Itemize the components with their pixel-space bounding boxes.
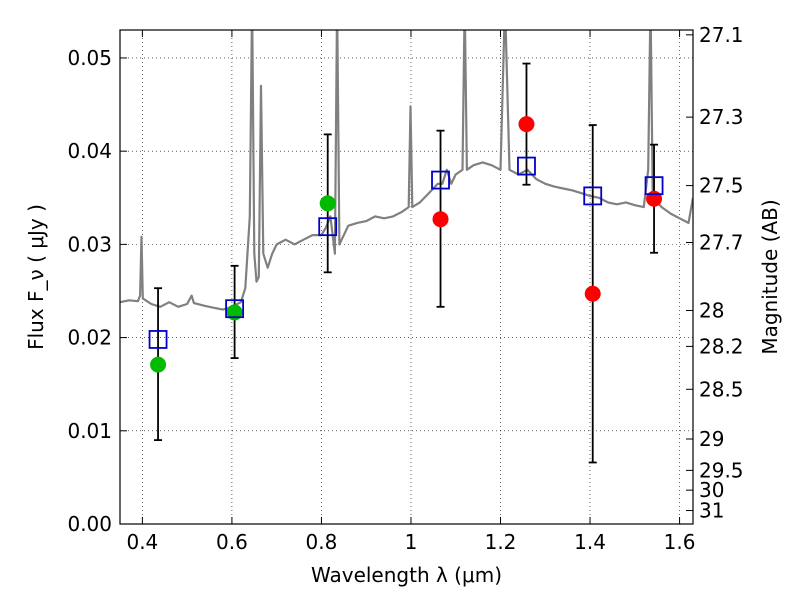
y2-tick-label: 29 <box>699 427 724 451</box>
x-axis-label: Wavelength λ (μm) <box>311 563 502 587</box>
observed-points <box>150 116 663 373</box>
x-tick-label: 0.8 <box>306 530 338 554</box>
y-axis-label: Flux F_ν ( μJy ) <box>24 204 48 350</box>
y2-tick-label: 27.5 <box>699 174 744 198</box>
grid-lines <box>120 30 693 525</box>
x-tick-label: 1.4 <box>574 530 606 554</box>
model-point <box>583 186 603 206</box>
observed-point <box>226 304 243 321</box>
model-point <box>318 217 338 237</box>
y2-tick-label: 29.5 <box>699 458 744 482</box>
y-tick-label: 0.05 <box>67 46 112 70</box>
model-point <box>148 330 168 349</box>
y-tick-label: 0.00 <box>67 512 112 536</box>
y2-tick-label: 27.3 <box>699 105 744 129</box>
y-axis-ticks: 0.00 0.01 0.02 0.03 0.04 0.05 <box>67 46 127 536</box>
y-tick-label: 0.03 <box>67 232 112 256</box>
y2-axis-label: Magnitude (AB) <box>758 199 782 354</box>
y-tick-label: 0.04 <box>67 139 112 163</box>
x-tick-label: 0.4 <box>126 530 158 554</box>
observed-point <box>150 356 167 373</box>
error-bars <box>154 62 659 464</box>
x-tick-label: 1.2 <box>485 530 517 554</box>
x-tick-label: 0.6 <box>216 530 248 554</box>
model-photometry-points <box>148 156 664 349</box>
x-tick-label: 1 <box>405 530 418 554</box>
y2-tick-label: 28.5 <box>699 377 744 401</box>
x-tick-label: 1.6 <box>664 530 696 554</box>
observed-point <box>319 195 336 212</box>
observed-point <box>432 211 449 228</box>
y2-tick-label: 27.7 <box>699 231 744 255</box>
y2-tick-label: 27.1 <box>699 23 744 47</box>
y-tick-label: 0.01 <box>67 419 112 443</box>
model-point <box>644 176 664 196</box>
spectrum-line <box>120 30 693 311</box>
model-point <box>431 170 450 190</box>
model-spectrum <box>120 30 693 311</box>
y2-tick-label: 30 <box>699 478 724 502</box>
model-point <box>225 299 245 319</box>
y2-tick-label: 28 <box>699 298 724 322</box>
y2-tick-label: 31 <box>699 499 724 523</box>
x-axis-ticks: 0.4 0.6 0.8 1 1.2 1.4 1.6 <box>126 30 695 554</box>
y2-tick-label: 28.2 <box>699 334 744 358</box>
model-point <box>517 156 536 176</box>
observed-point <box>584 285 601 302</box>
plot-frame <box>119 29 694 525</box>
y-tick-label: 0.02 <box>67 326 112 350</box>
observed-point <box>518 116 535 133</box>
